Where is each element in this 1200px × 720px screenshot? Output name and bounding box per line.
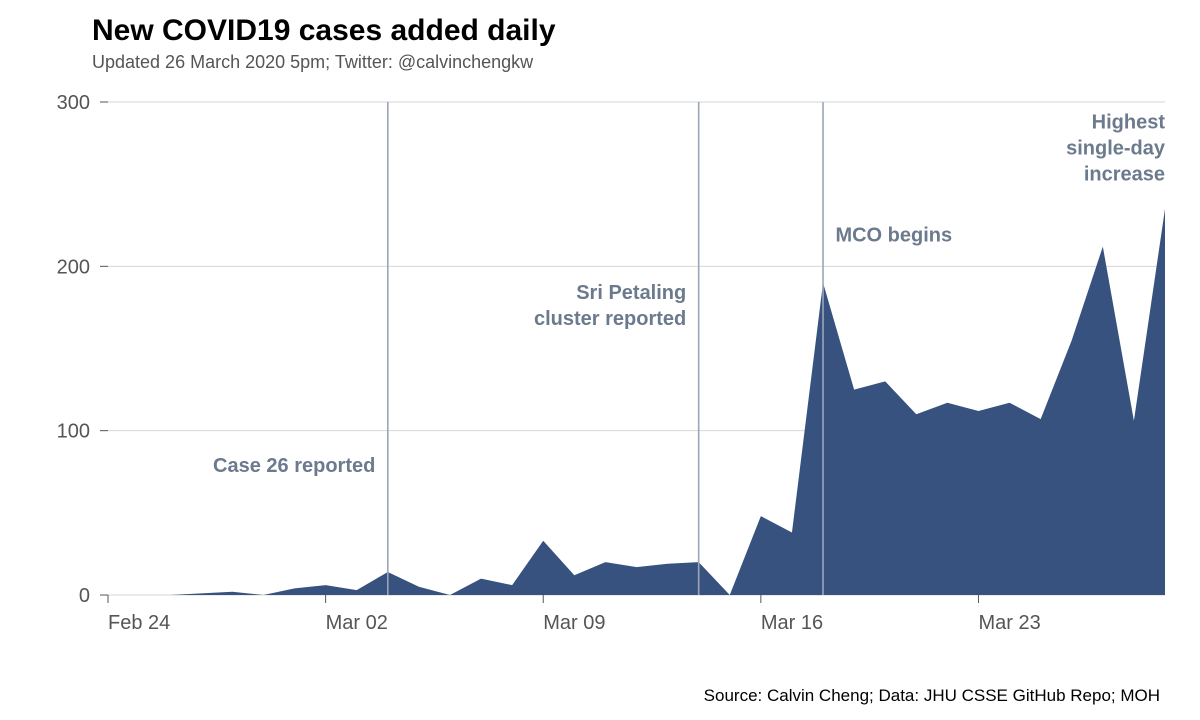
x-tick-label: Mar 09 — [543, 612, 605, 634]
area-chart: 0 100 200 300 Feb 24 Mar 02 Mar 09 Mar 16 Mar 23… — [0, 0, 1200, 720]
annotation-text: single-day — [1066, 137, 1166, 159]
x-tick-label: Feb 24 — [108, 612, 170, 634]
annotation-text: increase — [1084, 163, 1165, 185]
x-tick-label: Mar 23 — [978, 612, 1040, 634]
x-tick-label: Mar 16 — [761, 612, 823, 634]
annotation-text: Sri Petaling — [576, 282, 686, 304]
y-tick-label: 0 — [79, 585, 90, 607]
chart-source: Source: Calvin Cheng; Data: JHU CSSE Git… — [704, 686, 1160, 706]
annotation-text: MCO begins — [835, 225, 952, 247]
y-tick-label: 300 — [57, 92, 90, 114]
annotation-text: cluster reported — [534, 308, 686, 330]
x-tick-label: Mar 02 — [326, 612, 388, 634]
y-tick-label: 200 — [57, 256, 90, 278]
annotation-text: Highest — [1092, 111, 1166, 133]
y-tick-label: 100 — [57, 421, 90, 443]
annotation-text: Case 26 reported — [213, 455, 375, 477]
